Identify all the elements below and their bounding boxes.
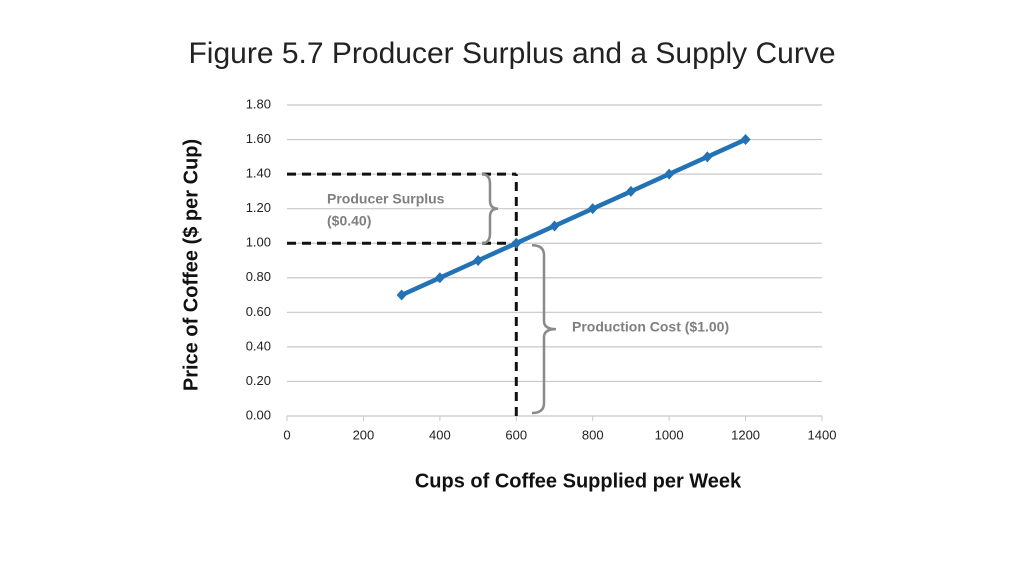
marker [664,168,675,180]
marker [740,134,751,146]
annotation: Production Cost ($1.00) [572,319,729,335]
brace [481,172,499,245]
marker [587,203,598,215]
brace [531,243,557,415]
marker [434,272,445,284]
x-tick-label: 1200 [731,427,760,442]
y-tick-label: 1.00 [246,235,271,250]
y-tick-label: 0.20 [246,373,271,388]
y-tick-label: 1.80 [246,96,271,111]
marker [473,255,484,266]
y-tick-label: 0.80 [246,269,271,284]
x-tick-label: 200 [353,427,375,442]
marker [549,220,560,232]
x-tick-label: 1000 [655,427,684,442]
marker [511,237,522,249]
y-tick-label: 0.60 [246,304,271,319]
marker [396,289,407,301]
x-tick-label: 0 [283,427,290,442]
y-tick-label: 0.40 [246,338,271,353]
x-tick-label: 600 [505,427,527,442]
x-tick-label: 400 [429,427,451,442]
x-tick-label: 1400 [808,427,837,442]
line [400,137,747,298]
y-tick-label: 1.40 [246,166,271,181]
x-tick-label: 800 [582,427,604,442]
y-axis-label: Price of Coffee ($ per Cup) [180,139,202,391]
chart-title: Figure 5.7 Producer Surplus and a Supply… [188,37,835,70]
x-axis-label: Cups of Coffee Supplied per Week [415,470,742,492]
y-tick-label: 1.20 [246,200,271,215]
annotation: ($0.40) [327,213,371,229]
marker [625,185,636,197]
y-tick-label: 0.00 [246,407,271,422]
annotation: Producer Surplus [327,191,445,207]
marker [702,151,713,163]
y-tick-label: 1.60 [246,131,271,146]
